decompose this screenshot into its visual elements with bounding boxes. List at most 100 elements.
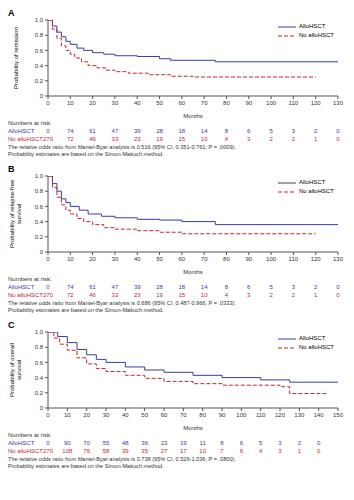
svg-text:6: 6 bbox=[240, 440, 244, 446]
svg-text:18: 18 bbox=[179, 128, 186, 134]
svg-text:270: 270 bbox=[43, 292, 54, 298]
svg-text:0: 0 bbox=[317, 440, 321, 446]
svg-text:58: 58 bbox=[103, 448, 110, 454]
svg-text:72: 72 bbox=[67, 292, 74, 298]
svg-text:36: 36 bbox=[141, 440, 148, 446]
svg-text:No alloHSCT: No alloHSCT bbox=[8, 136, 43, 142]
svg-text:74: 74 bbox=[67, 128, 74, 134]
svg-text:0: 0 bbox=[46, 100, 50, 106]
svg-text:0.4: 0.4 bbox=[35, 375, 44, 381]
svg-text:0: 0 bbox=[336, 128, 340, 134]
svg-text:47: 47 bbox=[112, 128, 119, 134]
svg-text:1: 1 bbox=[314, 292, 318, 298]
svg-text:Months: Months bbox=[183, 425, 203, 430]
svg-text:11: 11 bbox=[200, 440, 207, 446]
svg-text:8: 8 bbox=[220, 440, 224, 446]
svg-text:19: 19 bbox=[156, 136, 163, 142]
svg-text:2: 2 bbox=[292, 292, 296, 298]
svg-text:6: 6 bbox=[247, 128, 251, 134]
svg-text:19: 19 bbox=[180, 440, 187, 446]
svg-text:AlloHSCT: AlloHSCT bbox=[8, 440, 35, 446]
svg-text:Months: Months bbox=[183, 269, 203, 274]
svg-text:1.0: 1.0 bbox=[35, 329, 44, 335]
svg-text:30: 30 bbox=[103, 412, 110, 418]
svg-text:30: 30 bbox=[112, 256, 119, 262]
svg-text:1.0: 1.0 bbox=[35, 17, 44, 23]
svg-text:2: 2 bbox=[292, 136, 296, 142]
svg-text:14: 14 bbox=[201, 128, 208, 134]
svg-text:10: 10 bbox=[67, 100, 74, 106]
svg-text:15: 15 bbox=[179, 292, 186, 298]
svg-text:0: 0 bbox=[46, 128, 50, 134]
svg-text:10: 10 bbox=[64, 412, 71, 418]
svg-text:0: 0 bbox=[336, 136, 340, 142]
svg-text:20: 20 bbox=[89, 100, 96, 106]
svg-text:110: 110 bbox=[289, 256, 299, 262]
svg-text:130: 130 bbox=[294, 412, 305, 418]
svg-text:0: 0 bbox=[336, 292, 340, 298]
svg-text:60: 60 bbox=[179, 256, 186, 262]
svg-text:40: 40 bbox=[134, 256, 141, 262]
svg-text:120: 120 bbox=[311, 256, 322, 262]
svg-text:3: 3 bbox=[278, 440, 282, 446]
svg-text:0.4: 0.4 bbox=[35, 63, 44, 69]
svg-text:3: 3 bbox=[247, 292, 251, 298]
svg-text:0: 0 bbox=[336, 284, 340, 290]
svg-text:5: 5 bbox=[269, 128, 273, 134]
svg-text:0.6: 0.6 bbox=[35, 204, 44, 210]
svg-text:7: 7 bbox=[220, 448, 224, 454]
svg-text:33: 33 bbox=[112, 136, 119, 142]
svg-text:18: 18 bbox=[179, 284, 186, 290]
svg-text:30: 30 bbox=[112, 100, 119, 106]
svg-text:0: 0 bbox=[46, 284, 50, 290]
svg-text:120: 120 bbox=[311, 100, 322, 106]
svg-text:1: 1 bbox=[298, 448, 302, 454]
svg-text:74: 74 bbox=[67, 284, 74, 290]
svg-text:0.2: 0.2 bbox=[35, 390, 44, 396]
svg-text:47: 47 bbox=[112, 284, 119, 290]
svg-text:50: 50 bbox=[141, 412, 148, 418]
svg-text:140: 140 bbox=[314, 412, 325, 418]
svg-text:10: 10 bbox=[201, 136, 208, 142]
svg-text:23: 23 bbox=[134, 292, 141, 298]
svg-text:150: 150 bbox=[333, 412, 344, 418]
svg-text:90: 90 bbox=[64, 440, 71, 446]
svg-text:3: 3 bbox=[278, 448, 282, 454]
svg-text:0.8: 0.8 bbox=[35, 344, 44, 350]
svg-text:8: 8 bbox=[225, 128, 229, 134]
svg-text:4: 4 bbox=[259, 448, 263, 454]
svg-text:130: 130 bbox=[333, 256, 344, 262]
svg-text:39: 39 bbox=[122, 448, 129, 454]
svg-text:2: 2 bbox=[269, 136, 273, 142]
svg-text:20: 20 bbox=[89, 256, 96, 262]
svg-text:270: 270 bbox=[43, 448, 54, 454]
svg-text:0.2: 0.2 bbox=[35, 234, 44, 240]
svg-text:0.8: 0.8 bbox=[35, 188, 44, 194]
svg-text:10: 10 bbox=[199, 448, 206, 454]
svg-text:80: 80 bbox=[199, 412, 206, 418]
svg-text:23: 23 bbox=[161, 440, 168, 446]
svg-text:5: 5 bbox=[269, 284, 273, 290]
svg-text:0: 0 bbox=[46, 440, 50, 446]
svg-text:0.6: 0.6 bbox=[35, 48, 44, 54]
svg-text:27: 27 bbox=[161, 448, 168, 454]
svg-text:110: 110 bbox=[289, 100, 299, 106]
svg-text:0: 0 bbox=[40, 405, 44, 411]
svg-text:0: 0 bbox=[40, 249, 44, 255]
svg-text:4: 4 bbox=[225, 292, 229, 298]
svg-text:6: 6 bbox=[247, 284, 251, 290]
svg-text:Numbers at risk:: Numbers at risk: bbox=[8, 120, 52, 126]
svg-text:0.6: 0.6 bbox=[35, 360, 44, 366]
svg-text:Months: Months bbox=[183, 113, 203, 118]
svg-text:3: 3 bbox=[292, 128, 296, 134]
svg-text:55: 55 bbox=[103, 440, 110, 446]
svg-text:0: 0 bbox=[317, 448, 321, 454]
svg-text:60: 60 bbox=[161, 412, 168, 418]
svg-text:No alloHSCT: No alloHSCT bbox=[8, 448, 43, 454]
svg-text:100: 100 bbox=[266, 100, 277, 106]
svg-text:46: 46 bbox=[89, 292, 96, 298]
svg-text:48: 48 bbox=[122, 440, 129, 446]
svg-text:AlloHSCT: AlloHSCT bbox=[8, 284, 35, 290]
svg-text:35: 35 bbox=[141, 448, 148, 454]
svg-text:270: 270 bbox=[43, 136, 54, 142]
